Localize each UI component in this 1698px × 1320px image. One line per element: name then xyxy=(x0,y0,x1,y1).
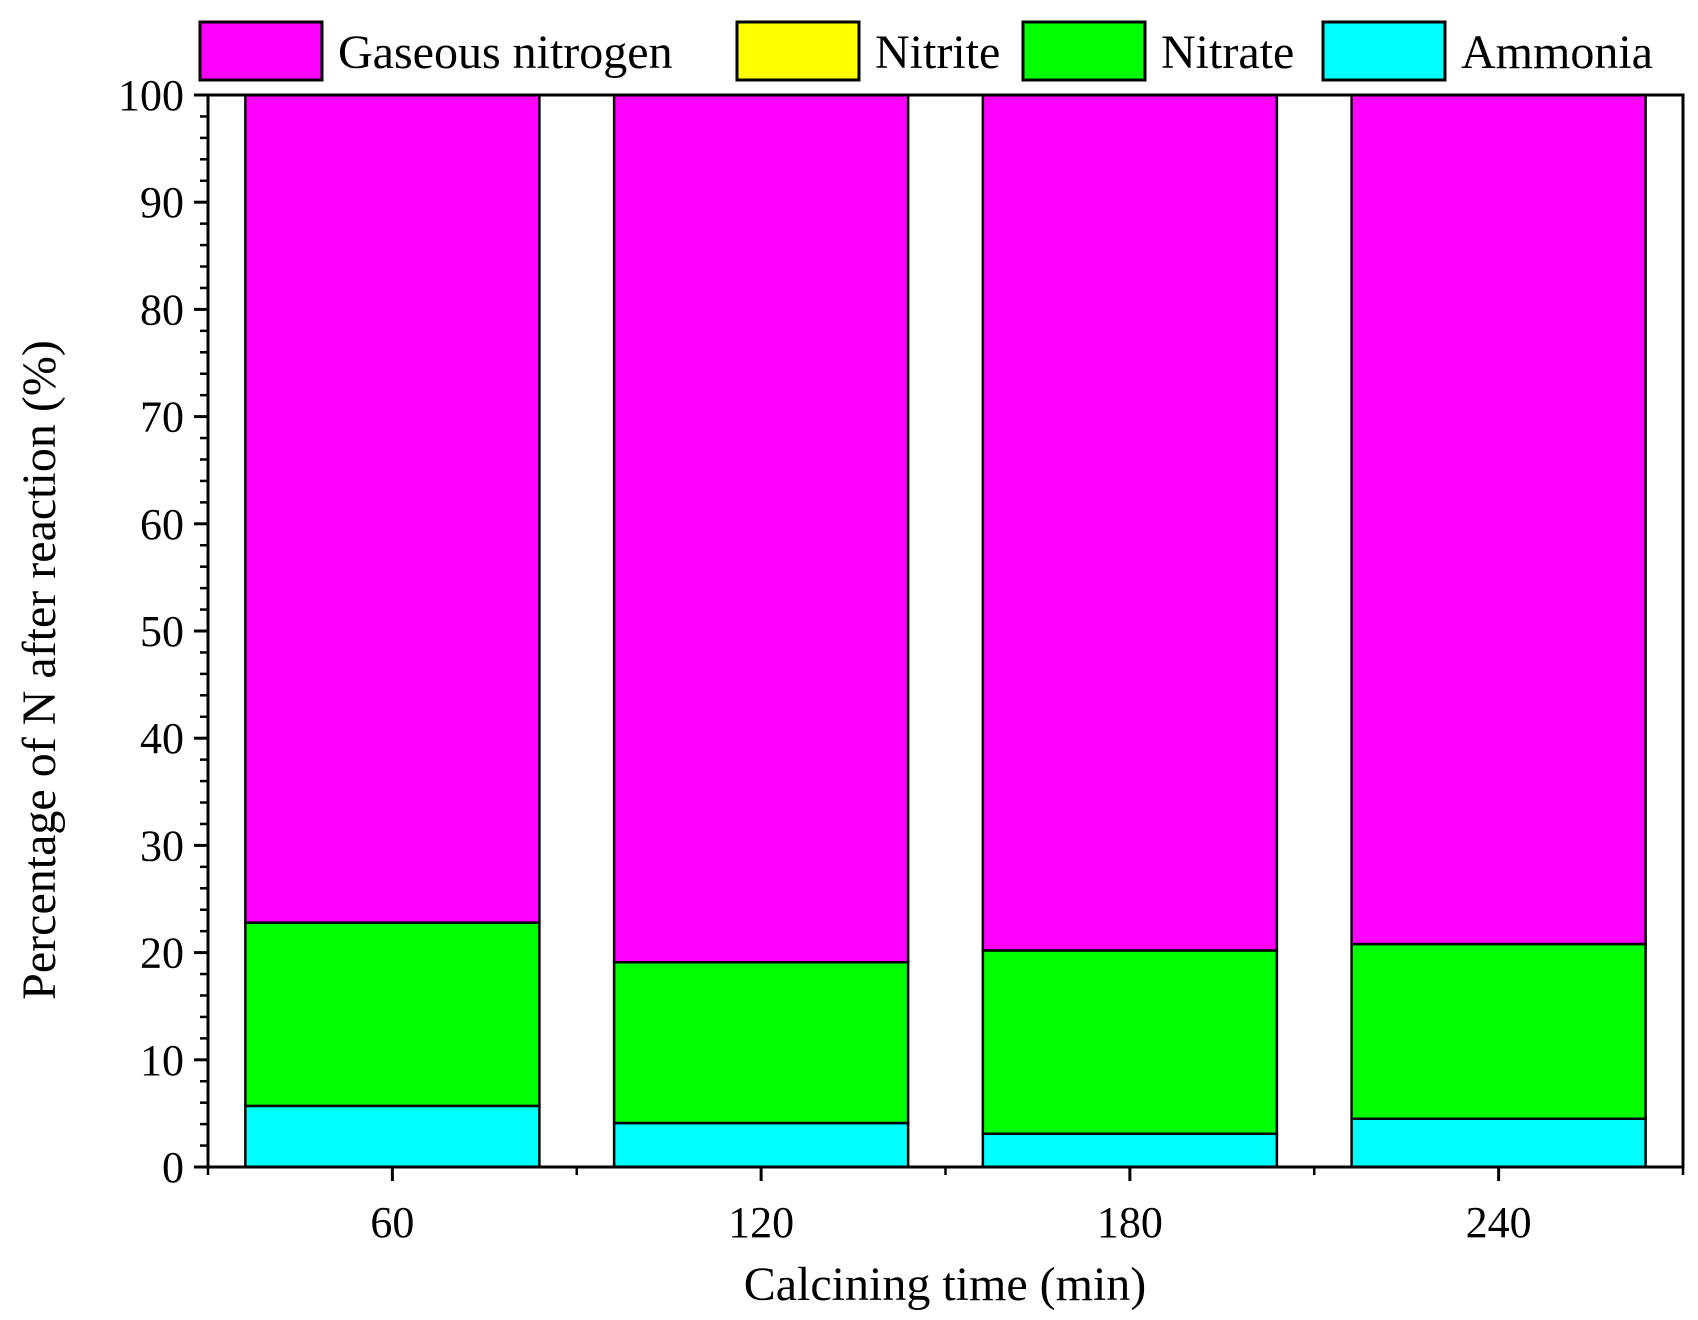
legend: Gaseous nitrogen Nitrite Nitrate Ammonia xyxy=(198,20,1653,82)
bars-layer xyxy=(244,93,1647,1169)
y-tick-label: 70 xyxy=(140,393,184,442)
bar-nitrate-120 xyxy=(612,960,910,1125)
legend-label-gaseous-nitrogen: Gaseous nitrogen xyxy=(338,26,673,79)
bar-ammonia-180 xyxy=(981,1132,1279,1169)
legend-label-ammonia: Ammonia xyxy=(1461,26,1653,79)
y-tick-label: 90 xyxy=(140,178,184,227)
y-tick-label: 0 xyxy=(162,1143,184,1192)
y-tick-label: 10 xyxy=(140,1036,184,1085)
legend-swatch-nitrite xyxy=(735,20,861,82)
bar-gaseous-nitrogen-180 xyxy=(981,93,1279,952)
bar-ammonia-240 xyxy=(1350,1117,1647,1169)
y-tick-label: 40 xyxy=(140,714,184,763)
x-tick-label: 120 xyxy=(728,1198,794,1247)
y-tick-label: 100 xyxy=(118,71,184,120)
bar-gaseous-nitrogen-240 xyxy=(1350,93,1647,946)
bar-ammonia-60 xyxy=(244,1104,541,1169)
legend-swatch-gaseous-nitrogen xyxy=(198,20,324,82)
x-axis-title: Calcining time (min) xyxy=(744,1258,1147,1311)
y-tick-label: 50 xyxy=(140,607,184,656)
y-tick-label: 20 xyxy=(140,929,184,978)
legend-label-nitrite: Nitrite xyxy=(875,26,1000,79)
legend-swatch-ammonia xyxy=(1321,20,1447,82)
bar-nitrate-180 xyxy=(981,949,1279,1136)
bar-gaseous-nitrogen-120 xyxy=(612,93,910,964)
y-tick-label: 60 xyxy=(140,500,184,549)
y-tick-label: 30 xyxy=(140,821,184,870)
y-tick-label: 80 xyxy=(140,285,184,334)
y-axis-title: Percentage of N after reaction (%) xyxy=(13,340,66,1000)
x-tick-label: 60 xyxy=(370,1198,414,1247)
axes-layer: 0 10 20 30 40 50 60 70 80 90 100 60 120 180 240 xyxy=(118,71,1685,1247)
x-tick-label: 240 xyxy=(1466,1198,1532,1247)
legend-swatch-nitrate xyxy=(1021,20,1147,82)
x-tick-label: 180 xyxy=(1097,1198,1163,1247)
bar-gaseous-nitrogen-60 xyxy=(244,93,541,924)
legend-label-nitrate: Nitrate xyxy=(1161,26,1294,79)
bar-nitrate-60 xyxy=(244,921,541,1108)
bar-ammonia-120 xyxy=(612,1121,910,1169)
bar-nitrate-240 xyxy=(1350,942,1647,1121)
